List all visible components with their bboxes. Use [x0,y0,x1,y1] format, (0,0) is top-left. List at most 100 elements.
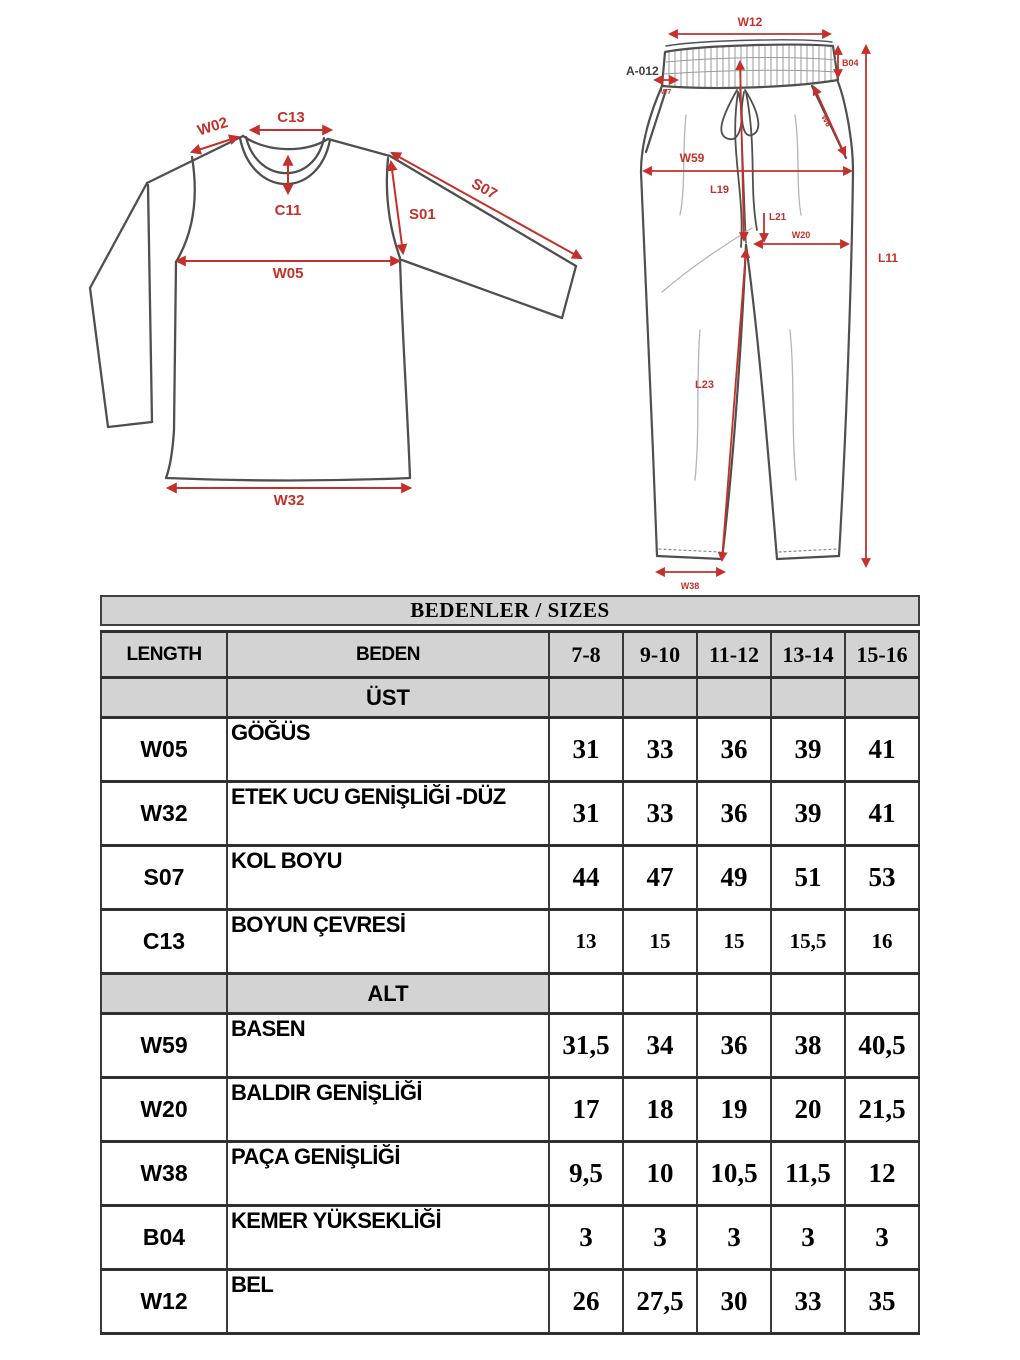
pants-inseam-label: L23 [695,379,714,391]
section-empty-cell [770,676,846,719]
pants-waistband-height-label: B04 [842,58,859,68]
size-value-cell: 3 [770,1204,846,1271]
shirt-left-sleeve-outer [88,181,149,429]
measure-code-cell: W38 [100,1140,228,1207]
pants-side-length-label: L11 [878,251,898,265]
inseam-dim-line [717,248,751,562]
armhole-dim-line [386,159,408,256]
shirt-left-armhole [174,155,196,264]
measure-code-cell: W05 [100,716,228,783]
table-row: W59 BASEN 31,5 34 36 38 40,5 [100,1012,920,1079]
size-value-cell: 51 [770,844,846,911]
pants-drawstring [720,89,760,248]
size-value-cell: 31 [548,716,624,783]
size-table: BEDENLER / SIZES LENGTH BEDEN 7-8 9-10 1… [100,595,920,1335]
size-diagram-svg: W02 C13 C11 W05 S01 S07 W32 [88,15,898,591]
pants-waistband-top-edge [665,39,833,47]
size-value-cell: 36 [696,1012,772,1079]
pants-waistband-stitching [663,57,838,75]
pants-pocket-code-label: A-012 [626,64,659,78]
size-value-cell: 3 [844,1204,920,1271]
shirt-collar-inner [244,135,326,175]
section-empty-cell [770,972,846,1015]
size-value-cell: 33 [770,1268,846,1335]
shirt-drawing [88,134,578,482]
size-value-cell: 41 [844,716,920,783]
size-value-cell: 38 [770,1012,846,1079]
size-value-cell: 3 [696,1204,772,1271]
size-column-header: 9-10 [622,630,698,679]
garment-measurement-diagram: W02 C13 C11 W05 S01 S07 W32 [0,0,1020,595]
measure-code-cell: W20 [100,1076,228,1143]
table-header-row: LENGTH BEDEN 7-8 9-10 11-12 13-14 15-16 [100,630,920,679]
size-value-cell: 10 [622,1140,698,1207]
measure-label-cell: BEL [226,1268,550,1335]
table-row: W20 BALDIR GENİŞLİĞİ 17 18 19 20 21,5 [100,1076,920,1143]
size-value-cell: 35 [844,1268,920,1335]
size-column-header: 7-8 [548,630,624,679]
measure-label-cell: PAÇA GENİŞLİĞİ [226,1140,550,1207]
sleeve-dim-line [390,151,583,260]
size-value-cell: 33 [622,716,698,783]
pants-hem-stitching [658,548,838,553]
size-value-cell: 39 [770,716,846,783]
size-value-cell: 47 [622,844,698,911]
size-value-cell: 20 [770,1076,846,1143]
size-value-cell: 3 [622,1204,698,1271]
size-value-cell: 13 [548,908,624,975]
size-value-cell: 16 [844,908,920,975]
size-value-cell: 44 [548,844,624,911]
shirt-dimension-labels: W02 C13 C11 W05 S01 S07 W32 [195,109,500,509]
pocket-slant-dim-line [812,85,847,157]
shoulder-dim-line [189,134,241,155]
size-column-header: 13-14 [770,630,846,679]
measure-code-cell: W32 [100,780,228,847]
pants-hip-label: W59 [680,151,705,165]
shirt-right-sleeve-bottom [400,258,564,320]
measure-code-cell: C13 [100,908,228,975]
shirt-dimensions [165,124,583,494]
size-value-cell: 12 [844,1140,920,1207]
front-rise-dim-line [735,60,749,242]
size-value-cell: 21,5 [844,1076,920,1143]
section-spacer-cell [100,676,228,719]
table-row: W32 ETEK UCU GENİŞLİĞİ -DÜZ 31 33 36 39 … [100,780,920,847]
pants-crease-lines [661,114,802,481]
size-value-cell: 36 [696,780,772,847]
size-value-cell: 27,5 [622,1268,698,1335]
size-value-cell: 41 [844,780,920,847]
size-value-cell: 39 [770,780,846,847]
pants-crotch-label: L21 [769,212,787,223]
size-column-header: 11-12 [696,630,772,679]
shirt-right-shoulder [326,137,392,158]
size-value-cell: 53 [844,844,920,911]
section-empty-cell [696,972,772,1015]
measure-label-cell: KOL BOYU [226,844,550,911]
pants-left-pocket [644,88,668,154]
table-row: W38 PAÇA GENİŞLİĞİ 9,5 10 10,5 11,5 12 [100,1140,920,1207]
size-value-cell: 15 [696,908,772,975]
pants-left-hem [655,554,724,561]
size-value-cell: 11,5 [770,1140,846,1207]
section-empty-cell [844,972,920,1015]
size-value-cell: 3 [548,1204,624,1271]
shirt-hem [164,476,412,482]
size-value-cell: 9,5 [548,1140,624,1207]
pants-right-hem [775,554,841,561]
size-value-cell: 10,5 [696,1140,772,1207]
shirt-neck-depth-label: C11 [275,202,302,219]
pants-dimensions [642,29,871,577]
size-value-cell: 17 [548,1076,624,1143]
shirt-left-cuff [106,420,154,429]
size-value-cell: 30 [696,1268,772,1335]
pants-left-outseam [639,84,664,558]
size-value-cell: 18 [622,1076,698,1143]
section-empty-cell [622,676,698,719]
measure-code-cell: W59 [100,1012,228,1079]
size-value-cell: 15 [622,908,698,975]
shirt-right-side [398,256,412,480]
measure-label-cell: BASEN [226,1012,550,1079]
measure-label-cell: ETEK UCU GENİŞLİĞİ -DÜZ [226,780,550,847]
pants-waist-label: W12 [738,15,763,29]
shirt-chest-label: W05 [273,265,304,282]
